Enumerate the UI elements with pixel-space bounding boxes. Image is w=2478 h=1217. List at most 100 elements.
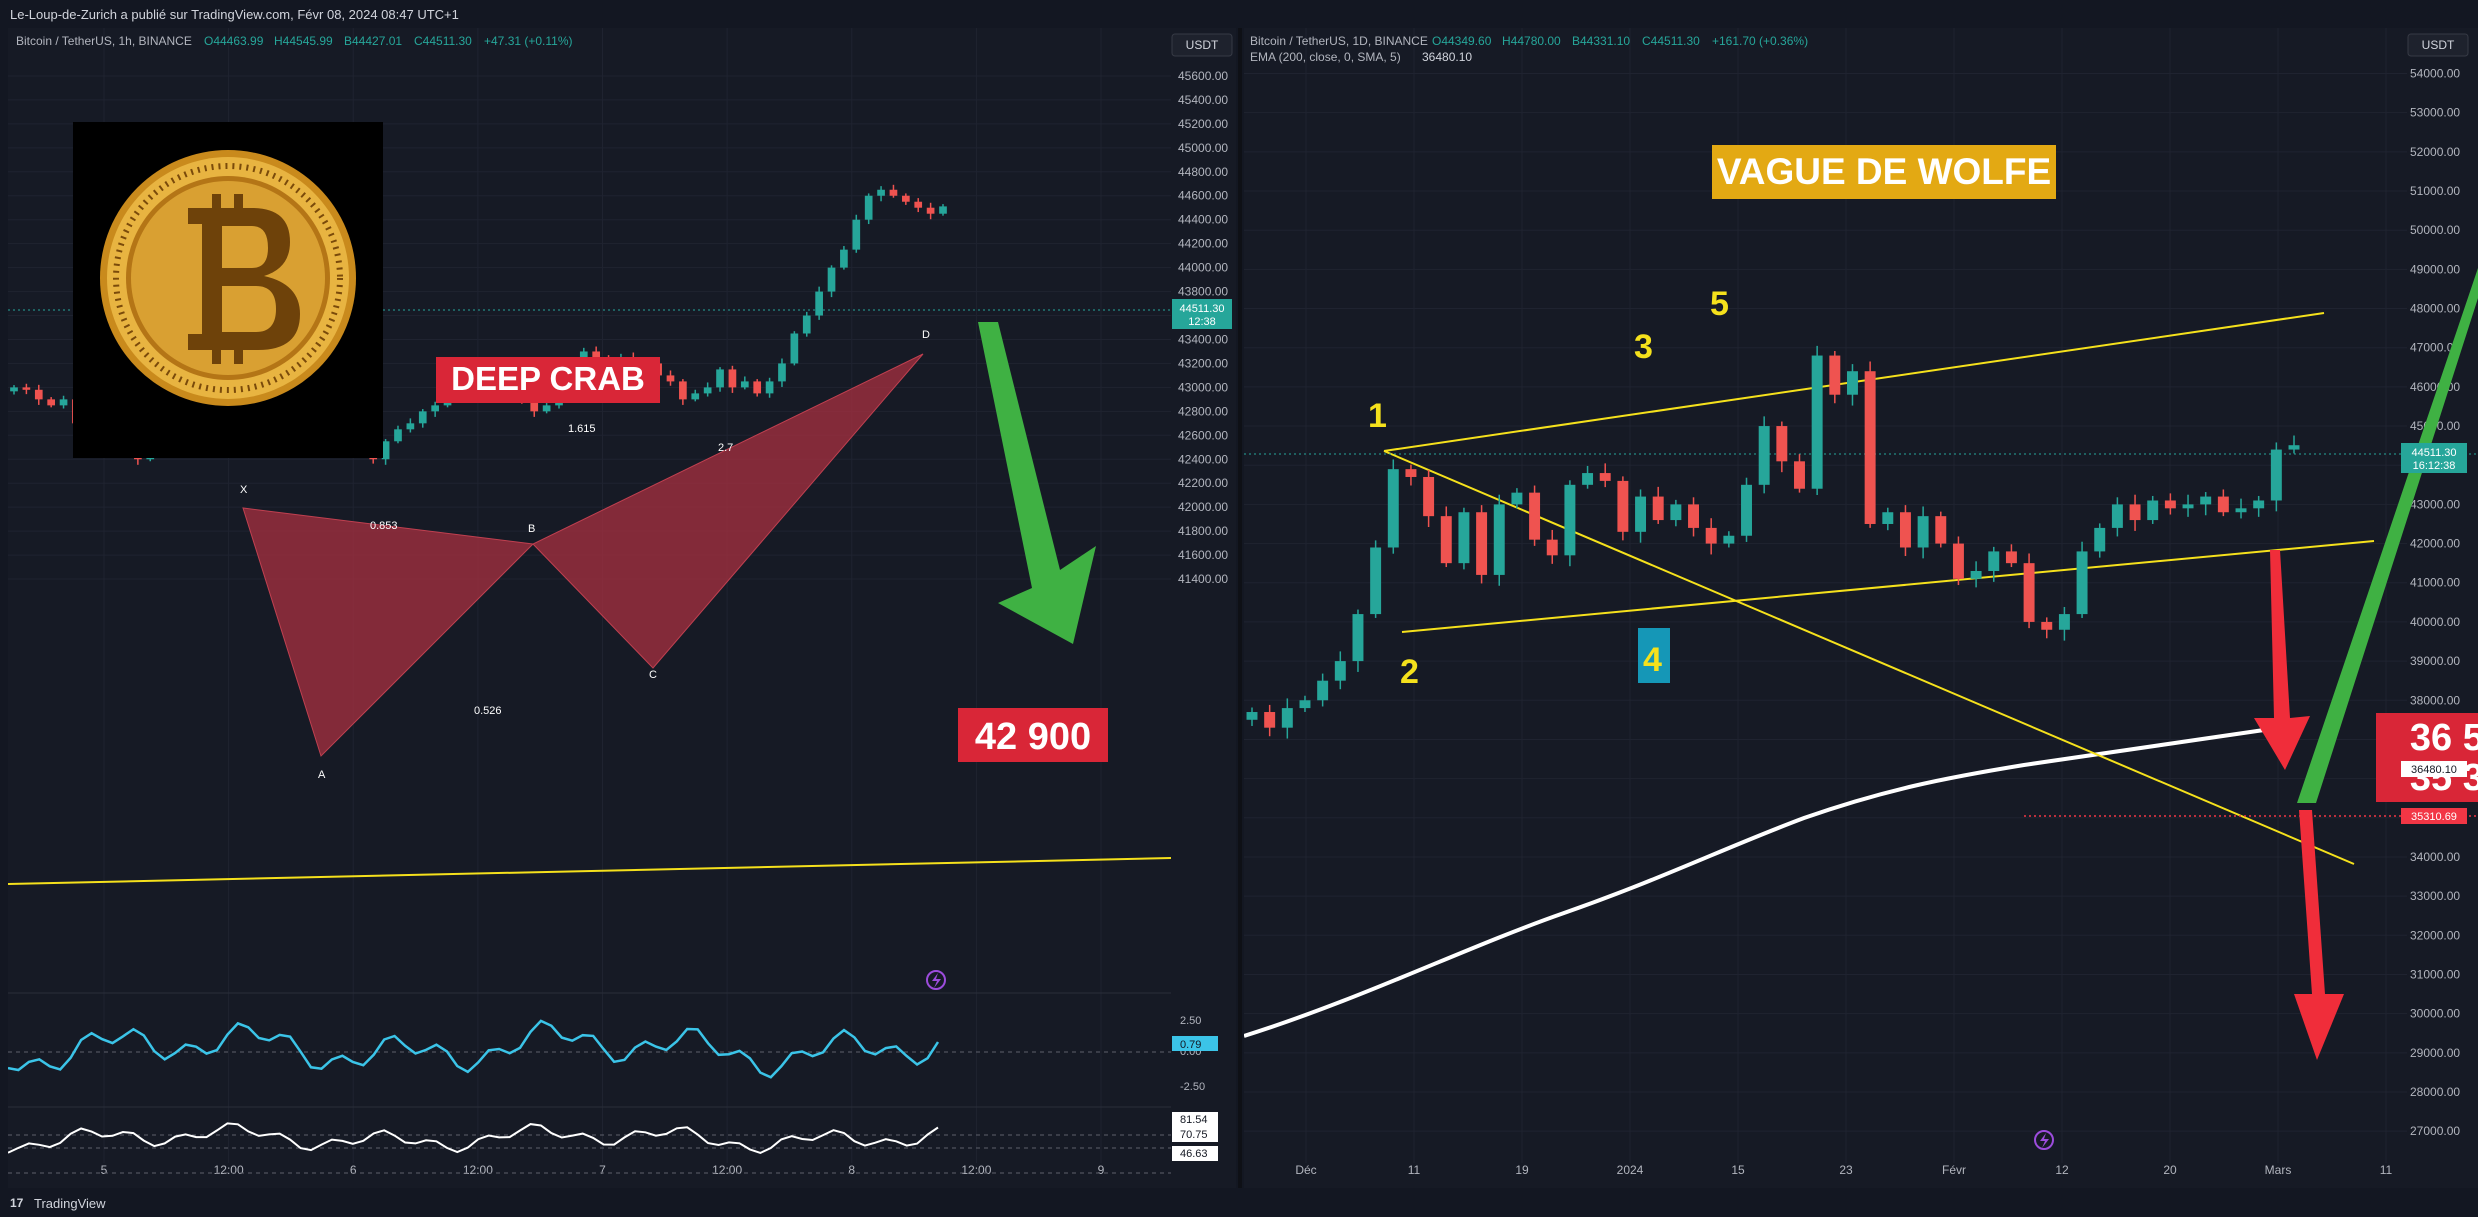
candle-body	[1688, 504, 1700, 528]
pane-divider[interactable]	[1238, 28, 1242, 1188]
x-tick-label: Déc	[1295, 1163, 1316, 1177]
candles	[1246, 345, 2300, 739]
wave-5-label: 5	[1710, 285, 1729, 323]
publisher-info: Le-Loup-de-Zurich a publié sur TradingVi…	[10, 7, 459, 22]
point-d-label: D	[922, 329, 930, 341]
y-tick-label: 53000.00	[2410, 106, 2460, 120]
x-tick-label: Févr	[1942, 1163, 1966, 1177]
candle-body	[1582, 473, 1594, 485]
legend-low: B44331.10	[1572, 34, 1630, 48]
y-tick-label: 45600.00	[1178, 69, 1228, 83]
lightning-icon[interactable]	[926, 970, 946, 990]
x-tick-label: 19	[1515, 1163, 1529, 1177]
candle-body	[2094, 527, 2106, 552]
candle-body	[1952, 543, 1964, 579]
legend-open: O44463.99	[204, 34, 264, 48]
currency-button[interactable]	[2407, 33, 2469, 57]
y-tick-label: 42000.00	[2410, 537, 2460, 551]
y-tick-label: 41400.00	[1178, 572, 1228, 586]
oscillator-line-2	[8, 1122, 939, 1154]
chart-pane-daily[interactable]: 54000.00 53000.00 52000.00 51000.00 50000.00…	[1244, 28, 2478, 1188]
y-tick-label: 38000.00	[2410, 693, 2460, 707]
osc1-value-badge	[1172, 1036, 1218, 1051]
y-tick-label: 43400.00	[1178, 332, 1228, 346]
legend: Bitcoin / TetherUS, 1D, BINANCE O44349.6…	[1250, 34, 1808, 48]
candle-body	[1281, 708, 1293, 728]
candle-body	[1264, 712, 1276, 728]
y-tick-label: 44800.00	[1178, 165, 1228, 179]
candle-body	[1511, 492, 1523, 505]
y-tick-label: 41800.00	[1178, 524, 1228, 538]
y-tick-label: 41600.00	[1178, 548, 1228, 562]
candle-body	[790, 333, 799, 364]
x-tick-label: 15	[1731, 1163, 1745, 1177]
candle-body	[840, 249, 848, 268]
candle-body	[902, 195, 910, 202]
y-tick-label: 48000.00	[2410, 302, 2460, 316]
candle-body	[2235, 508, 2247, 513]
candle-body	[1387, 469, 1399, 548]
crab-xab-triangle	[242, 507, 535, 757]
legend-symbol: Bitcoin / TetherUS, 1h, BINANCE	[16, 34, 192, 48]
candle-body	[666, 375, 675, 382]
footer-bar: 17 TradingView	[0, 1188, 2478, 1217]
chart-hourly-canvas[interactable]: 45600.00 45400.00 45200.00 45000.00 44800.00…	[8, 28, 1236, 1188]
brand-name: TradingView	[34, 1196, 106, 1211]
candle-body	[2288, 445, 2300, 450]
ema-badge-value: 36480.10	[2411, 764, 2457, 776]
candle-body	[10, 387, 18, 392]
chart-daily-canvas[interactable]: 54000.00 53000.00 52000.00 51000.00 50000.00…	[1244, 28, 2478, 1188]
pattern-title: DEEP CRAB	[451, 360, 645, 397]
y-tick-label: 43800.00	[1178, 285, 1228, 299]
candle-body	[1458, 512, 1470, 564]
oscillator-line-1	[8, 1019, 940, 1079]
tradingview-logo-icon: 17	[10, 1196, 24, 1210]
x-tick-label: 23	[1839, 1163, 1853, 1177]
candle-body	[47, 399, 55, 406]
candle-body	[381, 441, 390, 460]
red-arrow-down-1	[2254, 550, 2310, 770]
legend: Bitcoin / TetherUS, 1h, BINANCE O44463.9…	[16, 34, 573, 48]
last-price: 44511.30	[2411, 447, 2456, 459]
y-tick-label: 28000.00	[2410, 1085, 2460, 1099]
y-tick-label: 44200.00	[1178, 237, 1228, 251]
candle-body	[1476, 512, 1488, 575]
candle-body	[740, 381, 749, 388]
bitcoin-coin-image	[73, 122, 383, 458]
ema-200-line	[1244, 723, 2298, 1038]
candle-body	[914, 201, 923, 208]
candle-body	[1599, 473, 1611, 481]
candle-body	[765, 381, 774, 394]
candle-body	[679, 381, 687, 400]
x-tick-label: 11	[2380, 1163, 2393, 1177]
target-price: 35310.69	[2411, 811, 2457, 823]
candle-body	[877, 189, 885, 196]
osc1-min-tick: -2.50	[1180, 1081, 1205, 1093]
y-tick-label: 43200.00	[1178, 356, 1228, 370]
candle-body	[926, 207, 935, 214]
x-tick-label: 12:00	[463, 1163, 493, 1177]
x-tick-label: 12:00	[961, 1163, 991, 1177]
candle-body	[753, 381, 762, 394]
candle-body	[1529, 492, 1541, 540]
legend-change: +161.70 (+0.36%)	[1712, 34, 1808, 48]
candle-body	[728, 369, 737, 388]
ratio-label: 2.7	[718, 442, 733, 454]
candle-body	[418, 411, 427, 424]
lightning-icon[interactable]	[2034, 1130, 2054, 1150]
x-tick-label: 12	[2055, 1163, 2069, 1177]
candle-body	[1334, 661, 1346, 681]
chart-pane-hourly[interactable]: 45600.00 45400.00 45200.00 45000.00 44800.00…	[8, 28, 1236, 1188]
candle-body	[2041, 621, 2053, 630]
candle-body	[34, 389, 43, 400]
candle-body	[22, 387, 31, 390]
point-a-label: A	[318, 769, 326, 781]
candle-body	[2129, 504, 2141, 521]
bearish-green-arrow	[978, 322, 1096, 644]
candle-body	[1864, 371, 1876, 524]
currency-button[interactable]	[1171, 33, 1233, 57]
x-axis: 5 12:00 6 12:00 7 12:00 8 12:00 9	[101, 1163, 1105, 1177]
osc2-mid-badge	[1172, 1127, 1218, 1142]
target-price-badge	[2401, 808, 2467, 824]
x-tick-label: Mars	[2265, 1163, 2292, 1177]
